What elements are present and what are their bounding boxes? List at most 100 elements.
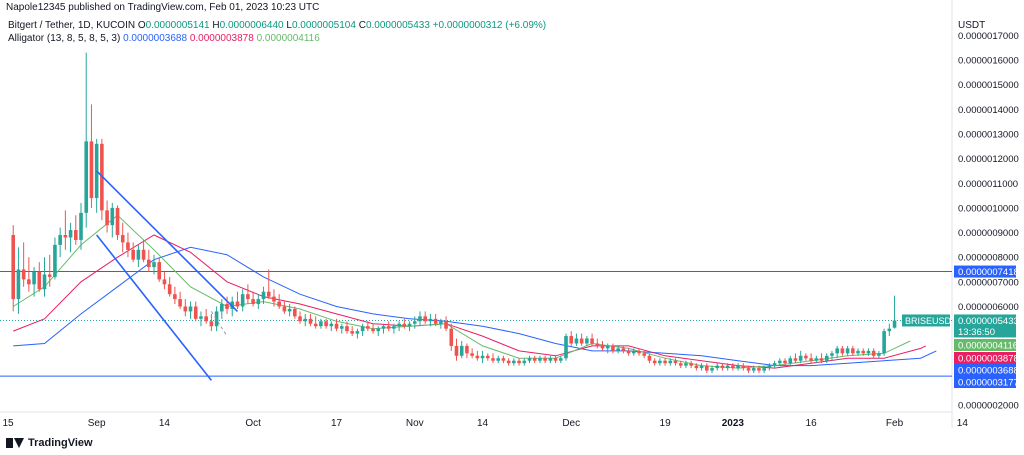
- candle-body: [647, 355, 652, 361]
- symbol-tag-bg: [902, 314, 950, 327]
- y-tick-label: 0.0000015000: [958, 80, 1019, 91]
- candle-body: [178, 299, 182, 307]
- x-tick-label: 19: [660, 418, 672, 429]
- candle-body: [418, 316, 422, 322]
- candle-body: [105, 210, 109, 226]
- candle-body: [851, 348, 855, 354]
- publisher-line: Napole12345 published on TradingView.com…: [6, 2, 320, 13]
- change-value: +0.0000000312 (+6.09%): [432, 20, 547, 31]
- candle-body: [558, 358, 563, 361]
- candle-body: [465, 345, 469, 354]
- teeth-price-tag: 0.0000003878: [958, 354, 1019, 365]
- candle-body: [590, 338, 594, 344]
- candle-body: [798, 355, 803, 361]
- y-tick-label: 0.0000016000: [958, 56, 1019, 67]
- candle-body: [793, 358, 798, 361]
- candle-body: [512, 360, 516, 364]
- high-value: 0.0000006440: [219, 20, 284, 31]
- candle-body: [240, 294, 245, 307]
- close-label: C: [358, 20, 366, 31]
- candle-body: [402, 323, 407, 327]
- x-tick-label: 16: [806, 418, 818, 429]
- candle-body: [569, 336, 574, 344]
- alligator-jaw-line: [13, 246, 937, 367]
- candle-body: [454, 345, 459, 356]
- candle-body: [804, 355, 808, 359]
- candle-body: [527, 358, 532, 361]
- candle-body: [689, 363, 693, 366]
- candle-body: [757, 368, 761, 371]
- x-tick-label: Nov: [406, 418, 424, 429]
- alligator-legend[interactable]: Alligator (13, 8, 5, 8, 5, 3) 0.00000036…: [8, 33, 320, 44]
- candle-body: [433, 318, 438, 324]
- candle-body: [199, 316, 203, 319]
- candle-body: [313, 323, 318, 327]
- candle-body: [856, 350, 860, 354]
- candle-body: [376, 328, 381, 332]
- candle-body: [616, 348, 620, 351]
- candle-body: [819, 358, 824, 361]
- symbol-title[interactable]: Bitgert / Tether, 1D, KUCOIN: [8, 20, 136, 31]
- candle-body: [428, 318, 433, 322]
- trendline: [96, 170, 239, 312]
- candle-body: [287, 308, 292, 312]
- x-tick-label: Dec: [562, 418, 580, 429]
- ohlc-legend: Bitgert / Tether, 1D, KUCOIN O0.00000051…: [8, 20, 546, 31]
- candle-body: [444, 321, 448, 329]
- candle-body: [741, 365, 746, 369]
- candle-body: [626, 350, 631, 354]
- teeth-price-tag-bg: [954, 352, 1016, 364]
- tradingview-logo-text: TradingView: [28, 437, 93, 449]
- candle-body: [58, 235, 62, 245]
- candle-body: [120, 235, 125, 243]
- candle-body: [715, 365, 720, 369]
- candle-body: [845, 348, 850, 354]
- low-value: 0.0000005104: [291, 20, 356, 31]
- candle-body: [303, 318, 308, 322]
- candle-body: [449, 328, 454, 346]
- candle-body: [63, 235, 68, 238]
- low-label: L: [286, 20, 292, 31]
- candle-body: [282, 306, 287, 312]
- candle-body: [866, 350, 871, 354]
- candle-body: [579, 338, 584, 344]
- candle-body: [564, 336, 568, 359]
- candle-body: [16, 269, 21, 300]
- countdown-tag: 13:36:50: [958, 327, 995, 338]
- candle-body: [261, 291, 266, 300]
- candle-body: [538, 358, 542, 361]
- candle-body: [110, 207, 115, 226]
- candle-body: [809, 358, 813, 361]
- candle-body: [27, 279, 31, 285]
- alligator-label: Alligator (13, 8, 5, 8, 5, 3): [8, 33, 121, 44]
- tradingview-logo[interactable]: TradingView: [6, 437, 93, 449]
- candle-body: [637, 350, 641, 354]
- candle-body: [308, 318, 313, 324]
- candle-body: [32, 271, 36, 285]
- candle-body: [892, 320, 897, 328]
- candle-body: [339, 326, 344, 329]
- candle-body: [480, 355, 485, 359]
- candle-body: [42, 274, 47, 290]
- candle-body: [214, 311, 219, 327]
- candle-body: [115, 207, 120, 236]
- x-tick-label: Sep: [88, 418, 106, 429]
- close-value: 0.0000005433: [365, 20, 430, 31]
- symbol-tag: BRISEUSDT: [905, 316, 957, 326]
- candle-body: [167, 284, 172, 295]
- candle-body: [126, 242, 130, 250]
- candle-body: [277, 301, 281, 307]
- candle-body: [574, 338, 579, 344]
- high-label: H: [212, 20, 220, 31]
- candle-body: [605, 345, 610, 349]
- y-tick-label: 0.0000011000: [958, 179, 1018, 190]
- candle-body: [141, 249, 146, 260]
- candle-body: [459, 345, 464, 356]
- candle-body: [173, 294, 177, 300]
- candle-body: [632, 350, 636, 354]
- candle-body: [11, 235, 16, 300]
- candle-body: [79, 212, 83, 240]
- candle-body: [209, 321, 214, 327]
- candle-body: [668, 360, 673, 364]
